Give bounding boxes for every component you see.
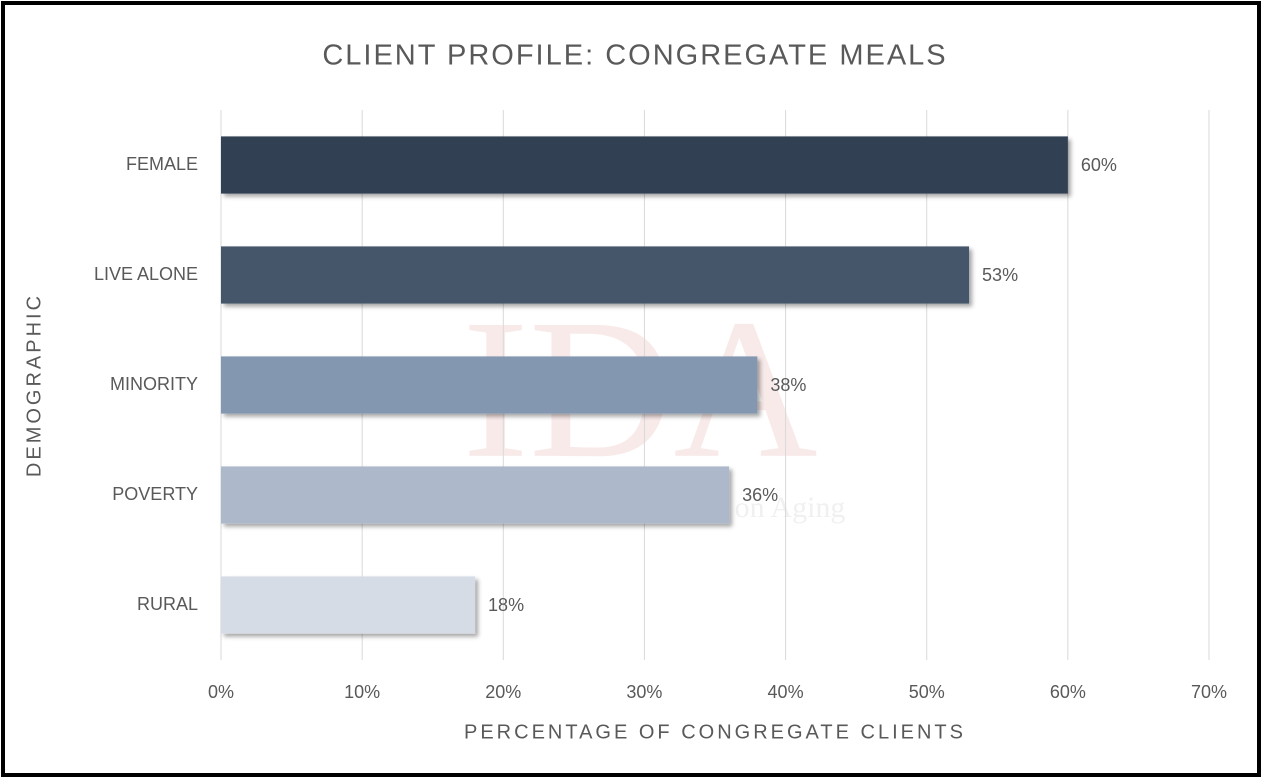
x-tick-label: 10% <box>344 682 380 702</box>
data-label: 53% <box>982 265 1018 285</box>
x-tick-label: 20% <box>485 682 521 702</box>
x-tick-label: 60% <box>1050 682 1086 702</box>
bar <box>221 136 1068 194</box>
x-tick-label: 50% <box>909 682 945 702</box>
x-tick-label: 70% <box>1191 682 1227 702</box>
bar <box>221 356 758 414</box>
x-axis-title: PERCENTAGE OF CONGREGATE CLIENTS <box>464 721 966 743</box>
y-tick-label: RURAL <box>137 594 198 614</box>
x-tick-label: 0% <box>208 682 234 702</box>
data-label: 60% <box>1081 155 1117 175</box>
y-tick-label: LIVE ALONE <box>94 264 198 284</box>
x-tick-label: 30% <box>626 682 662 702</box>
y-tick-label: FEMALE <box>126 154 198 174</box>
data-label: 38% <box>770 375 806 395</box>
data-label: 36% <box>742 485 778 505</box>
data-label: 18% <box>488 595 524 615</box>
watermark: on Aging <box>735 491 846 524</box>
bar <box>221 576 476 634</box>
x-tick-label: 40% <box>768 682 804 702</box>
y-tick-label: POVERTY <box>112 484 198 504</box>
y-tick-label: MINORITY <box>110 374 198 394</box>
bar <box>221 246 970 304</box>
chart-title: CLIENT PROFILE: CONGREGATE MEALS <box>322 40 947 72</box>
y-axis-title: DEMOGRAPHIC <box>23 293 45 477</box>
bar <box>221 466 730 524</box>
